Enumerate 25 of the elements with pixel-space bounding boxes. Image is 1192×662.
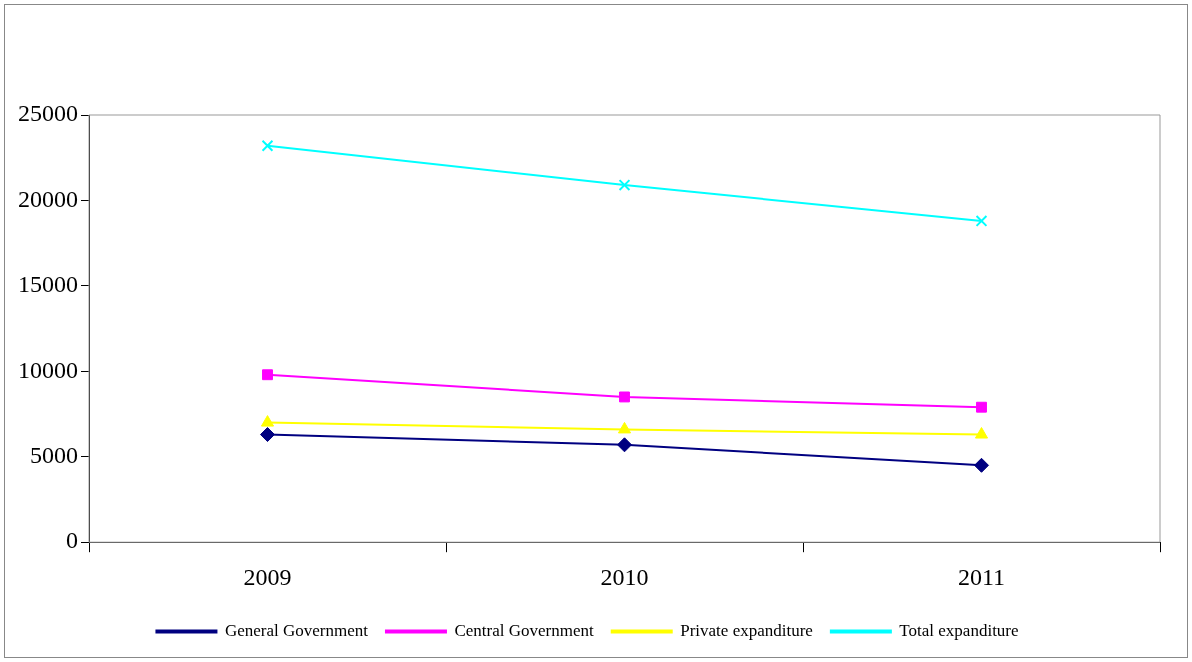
y-tick-label: 25000 [18, 100, 78, 127]
y-tick-label: 20000 [18, 185, 78, 212]
legend-label: Central Government [454, 620, 594, 640]
x-tick-label: 2010 [600, 563, 649, 590]
legend-label: Private expanditure [680, 620, 813, 640]
y-tick-label: 10000 [18, 356, 78, 383]
point [617, 421, 632, 434]
point [260, 415, 275, 427]
legend-label: Total expanditure [899, 620, 1019, 640]
point [260, 427, 275, 443]
point [974, 427, 989, 439]
point [974, 457, 989, 473]
point [262, 369, 273, 381]
point [617, 437, 632, 453]
point [975, 215, 988, 227]
point [261, 139, 274, 152]
y-tick-label: 0 [66, 527, 78, 554]
y-tick-label: 15000 [18, 271, 78, 298]
legend-label: General Government [224, 620, 369, 640]
point [619, 391, 630, 403]
point [618, 179, 631, 192]
x-tick-label: 2009 [243, 563, 292, 590]
y-tick-label: 5000 [30, 442, 78, 469]
x-tick-label: 2011 [957, 563, 1006, 590]
point [976, 401, 987, 413]
